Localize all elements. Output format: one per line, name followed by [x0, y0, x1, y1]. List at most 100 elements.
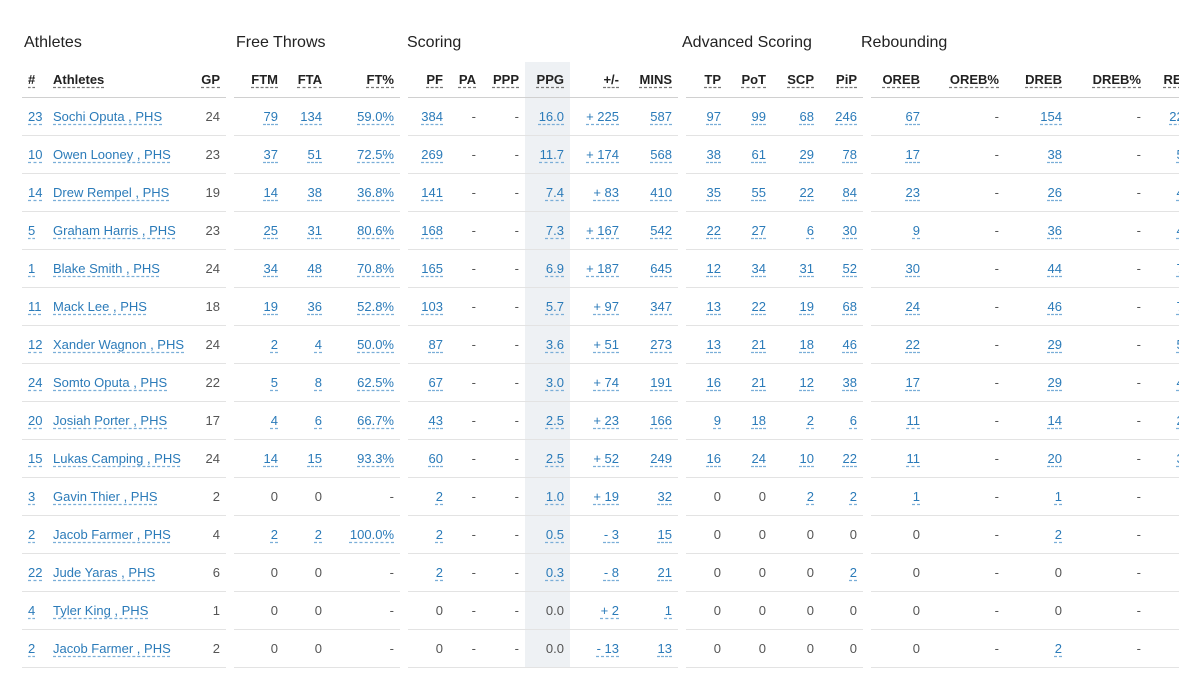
stat-link[interactable]: 168	[421, 223, 443, 238]
stat-link[interactable]: 2	[849, 565, 857, 580]
athlete-link[interactable]: Jude Yaras , PHS	[53, 565, 156, 580]
stat-link[interactable]: 9	[912, 223, 920, 238]
stat-link[interactable]: 9	[713, 413, 721, 428]
stat-link[interactable]: 22	[751, 299, 766, 314]
stat-link[interactable]: 10	[799, 451, 814, 466]
stat-link[interactable]: 25	[1177, 413, 1179, 428]
stat-link[interactable]: 93.3%	[357, 451, 394, 466]
stat-link[interactable]: 11	[906, 413, 921, 428]
stat-link[interactable]: 37	[263, 147, 278, 162]
stat-link[interactable]: 14	[1047, 413, 1062, 428]
stat-link[interactable]: 68	[842, 299, 857, 314]
stat-link[interactable]: 46	[842, 337, 857, 352]
stat-link[interactable]: 34	[263, 261, 278, 276]
stat-link[interactable]: 49	[1177, 185, 1179, 200]
stat-link[interactable]: 10	[28, 147, 43, 162]
stat-link[interactable]: 38	[842, 375, 857, 390]
stat-link[interactable]: 36.8%	[357, 185, 394, 200]
col-header-reb[interactable]: REB	[1147, 62, 1179, 98]
stat-link[interactable]: 79	[263, 109, 278, 124]
col-header-ppp[interactable]: PPP	[482, 62, 525, 98]
stat-link[interactable]: 269	[421, 147, 443, 162]
stat-link[interactable]: + 167	[586, 223, 619, 238]
stat-link[interactable]: + 174	[586, 147, 619, 162]
stat-link[interactable]: 16.0	[538, 109, 564, 124]
stat-link[interactable]: 74	[1177, 261, 1179, 276]
stat-link[interactable]: 68	[799, 109, 814, 124]
stat-link[interactable]: + 2	[600, 603, 619, 618]
stat-link[interactable]: 3.6	[545, 337, 564, 352]
col-header-pf[interactable]: PF	[408, 62, 449, 98]
stat-link[interactable]: 22	[842, 451, 857, 466]
athlete-link[interactable]: Lukas Camping , PHS	[53, 451, 181, 466]
stat-link[interactable]: 11	[28, 299, 42, 314]
stat-link[interactable]: 134	[300, 109, 322, 124]
stat-link[interactable]: 51	[1177, 337, 1179, 352]
stat-link[interactable]: 14	[263, 451, 278, 466]
stat-link[interactable]: 7.3	[545, 223, 564, 238]
col-header-pa[interactable]: PA	[449, 62, 482, 98]
stat-link[interactable]: 38	[706, 147, 721, 162]
stat-link[interactable]: - 13	[596, 641, 619, 656]
stat-link[interactable]: 12	[706, 261, 721, 276]
col-header-plus-minus[interactable]: +/-	[570, 62, 625, 98]
stat-link[interactable]: 62.5%	[357, 375, 394, 390]
stat-link[interactable]: 191	[650, 375, 672, 390]
stat-link[interactable]: 38	[1047, 147, 1062, 162]
col-header-athletes[interactable]: Athletes	[47, 62, 193, 98]
athlete-link[interactable]: Jacob Farmer , PHS	[53, 641, 171, 656]
stat-link[interactable]: 7.4	[545, 185, 564, 200]
stat-link[interactable]: 27	[751, 223, 766, 238]
athlete-link[interactable]: Somto Oputa , PHS	[53, 375, 168, 390]
stat-link[interactable]: 14	[28, 185, 43, 200]
col-header-ftm[interactable]: FTM	[234, 62, 284, 98]
stat-link[interactable]: 568	[650, 147, 672, 162]
stat-link[interactable]: 166	[650, 413, 672, 428]
stat-link[interactable]: 347	[650, 299, 672, 314]
stat-link[interactable]: 20	[1047, 451, 1062, 466]
athlete-link[interactable]: Sochi Oputa , PHS	[53, 109, 163, 124]
stat-link[interactable]: 165	[421, 261, 443, 276]
stat-link[interactable]: 1	[664, 603, 672, 618]
stat-link[interactable]: 6	[849, 413, 857, 428]
stat-link[interactable]: 51	[307, 147, 322, 162]
stat-link[interactable]: 1	[1054, 489, 1062, 504]
athlete-link[interactable]: Blake Smith , PHS	[53, 261, 160, 276]
col-header-mins[interactable]: MINS	[625, 62, 678, 98]
stat-link[interactable]: 100.0%	[349, 527, 394, 542]
stat-link[interactable]: 22	[799, 185, 814, 200]
stat-link[interactable]: 48	[307, 261, 322, 276]
stat-link[interactable]: 2	[435, 565, 443, 580]
stat-link[interactable]: + 51	[593, 337, 619, 352]
stat-link[interactable]: 23	[905, 185, 920, 200]
stat-link[interactable]: 2	[270, 337, 278, 352]
stat-link[interactable]: 8	[314, 375, 322, 390]
col-header-oreb[interactable]: OREB	[871, 62, 926, 98]
stat-link[interactable]: 80.6%	[357, 223, 394, 238]
stat-link[interactable]: 70	[1177, 299, 1179, 314]
stat-link[interactable]: 31	[799, 261, 814, 276]
col-header-tp[interactable]: TP	[686, 62, 727, 98]
stat-link[interactable]: 30	[842, 223, 857, 238]
stat-link[interactable]: 2.5	[545, 413, 564, 428]
col-header-pip[interactable]: PiP	[820, 62, 863, 98]
stat-link[interactable]: + 19	[593, 489, 619, 504]
col-header-dreb[interactable]: DREB	[1005, 62, 1068, 98]
stat-link[interactable]: 59.0%	[357, 109, 394, 124]
athlete-link[interactable]: Jacob Farmer , PHS	[53, 527, 171, 542]
stat-link[interactable]: 24	[28, 375, 43, 390]
stat-link[interactable]: 2.5	[545, 451, 564, 466]
stat-link[interactable]: 103	[421, 299, 443, 314]
stat-link[interactable]: 16	[706, 451, 721, 466]
stat-link[interactable]: 2	[806, 489, 814, 504]
stat-link[interactable]: 6.9	[545, 261, 564, 276]
stat-link[interactable]: + 97	[593, 299, 619, 314]
col-header-dreb-pct[interactable]: DREB%	[1068, 62, 1147, 98]
stat-link[interactable]: 4	[28, 603, 36, 618]
stat-link[interactable]: 4	[270, 413, 278, 428]
athlete-link[interactable]: Tyler King , PHS	[53, 603, 149, 618]
stat-link[interactable]: 29	[799, 147, 814, 162]
stat-link[interactable]: 18	[799, 337, 814, 352]
stat-link[interactable]: 13	[657, 641, 672, 656]
col-header-pot[interactable]: PoT	[727, 62, 772, 98]
